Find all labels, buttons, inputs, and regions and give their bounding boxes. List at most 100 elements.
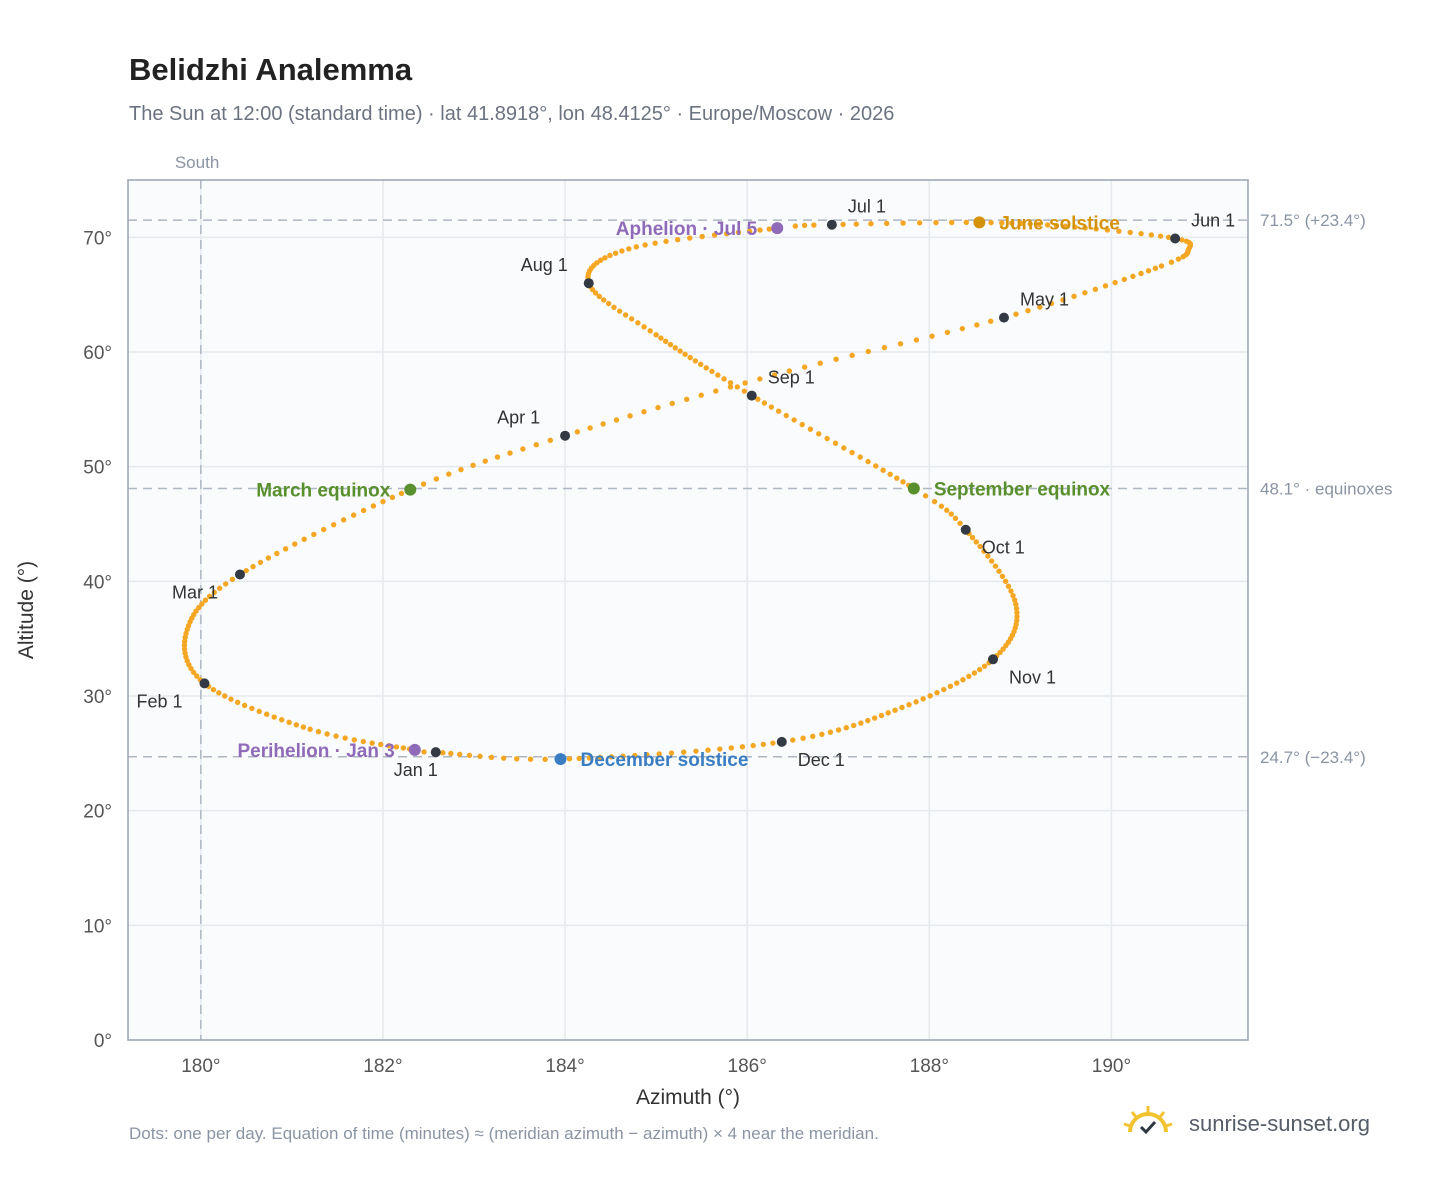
- day-dot: [974, 322, 980, 328]
- day-dot: [1179, 237, 1185, 243]
- day-dot: [988, 318, 994, 324]
- day-dot: [692, 358, 699, 364]
- day-dot: [677, 348, 683, 354]
- south-meridian: South: [175, 153, 219, 1040]
- day-dot: [351, 737, 357, 743]
- day-dot: [897, 341, 904, 347]
- day-dot: [667, 341, 674, 348]
- x-axis-label: Azimuth (°): [636, 1086, 740, 1109]
- day-dot: [228, 696, 234, 702]
- day-dot: [669, 400, 675, 407]
- day-dot: [849, 449, 855, 456]
- day-dot: [687, 235, 693, 241]
- day-dot: [307, 726, 313, 732]
- month-marker: [430, 747, 441, 758]
- event-label: Perihelion · Jan 3: [238, 741, 395, 762]
- day-dot: [1082, 290, 1088, 296]
- analemma-curve: [181, 219, 1194, 763]
- day-dot: [398, 490, 405, 497]
- day-dot: [709, 368, 715, 375]
- day-dot: [216, 690, 222, 696]
- day-dot: [211, 589, 218, 596]
- event-label: December solstice: [581, 750, 749, 771]
- event-markers: June solstice December solstice March equi…: [238, 213, 1120, 771]
- day-dot: [190, 669, 197, 676]
- y-tick-label: 50°: [83, 458, 112, 479]
- day-dot: [292, 541, 298, 547]
- day-dot: [933, 219, 939, 226]
- month-marker: [583, 278, 594, 289]
- day-dot: [1082, 225, 1088, 231]
- month-marker: [1170, 233, 1181, 244]
- day-dot: [1145, 268, 1152, 274]
- day-dot: [981, 663, 988, 669]
- y-tick-label: 20°: [83, 802, 112, 823]
- day-dot: [906, 701, 912, 708]
- day-dot: [360, 738, 367, 745]
- day-dot: [263, 711, 270, 717]
- day-dot: [1138, 270, 1144, 277]
- day-dot: [973, 539, 979, 545]
- day-dot: [566, 756, 573, 762]
- day-dot: [960, 677, 966, 683]
- day-dot: [386, 743, 392, 749]
- day-dot: [607, 252, 613, 259]
- day-dot: [717, 746, 723, 752]
- day-dot: [300, 724, 307, 730]
- month-marker: [235, 569, 245, 580]
- day-dot: [514, 756, 520, 762]
- day-dot: [633, 244, 639, 250]
- day-dot: [681, 749, 687, 755]
- day-dot: [619, 248, 625, 254]
- day-dot: [181, 642, 188, 648]
- day-dot: [494, 454, 501, 460]
- day-dot: [885, 710, 891, 716]
- event-marker: [907, 482, 920, 495]
- day-dot: [222, 581, 229, 587]
- day-dot: [1013, 601, 1019, 607]
- day-dot: [274, 550, 280, 557]
- day-dot: [966, 673, 972, 680]
- day-dot: [724, 230, 730, 237]
- y-tick-label: 10°: [83, 916, 112, 937]
- day-dot: [1014, 613, 1020, 620]
- day-dot: [850, 722, 857, 729]
- x-tick-label: 180°: [181, 1056, 220, 1077]
- day-dot: [949, 219, 955, 226]
- day-dot: [466, 752, 473, 759]
- day-dot: [199, 601, 205, 607]
- day-dot: [1121, 276, 1127, 283]
- day-dot: [1152, 265, 1159, 271]
- month-marker: [998, 312, 1009, 323]
- day-dot: [952, 515, 959, 521]
- day-dot: [458, 466, 464, 473]
- day-dot: [250, 563, 256, 570]
- day-dot: [771, 372, 778, 378]
- day-dot: [181, 638, 188, 644]
- day-dot: [311, 531, 317, 538]
- month-marker: [988, 654, 999, 665]
- month-marker: [199, 678, 210, 689]
- y-tick-label: 0°: [94, 1031, 112, 1052]
- day-dot: [1011, 597, 1018, 603]
- event-label: Aphelion · Jul 5: [616, 219, 758, 240]
- month-label: Jun 1: [1191, 210, 1235, 230]
- day-dot: [792, 223, 799, 229]
- day-dot: [999, 220, 1005, 226]
- day-dot: [703, 365, 709, 371]
- day-dot: [601, 297, 607, 303]
- day-dot: [959, 325, 966, 332]
- event-marker: [404, 483, 417, 496]
- day-dot: [868, 221, 874, 227]
- day-dot: [1072, 224, 1078, 230]
- reference-line-label: 71.5° (+23.4°): [1260, 211, 1366, 230]
- day-dot: [997, 649, 1003, 656]
- day-dot: [1183, 238, 1190, 245]
- month-label: Mar 1: [172, 582, 218, 602]
- day-dot: [741, 388, 748, 394]
- day-dot: [865, 348, 871, 355]
- day-dot: [663, 238, 669, 245]
- plot-background: [128, 180, 1248, 1040]
- day-dot: [728, 745, 735, 751]
- day-dot: [448, 750, 454, 757]
